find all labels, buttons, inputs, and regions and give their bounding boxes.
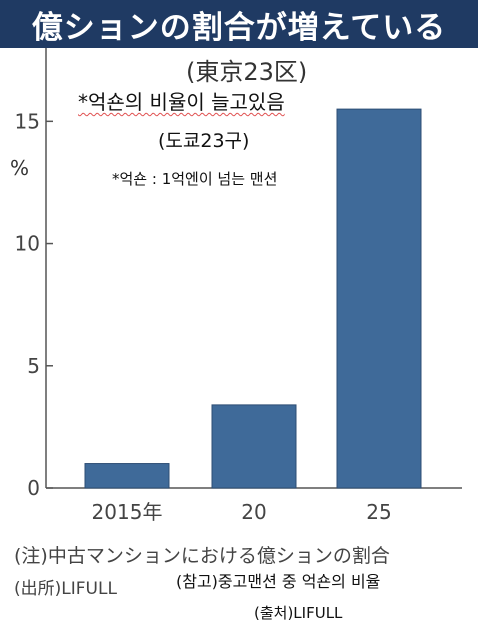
- y-tick-label: 0: [27, 476, 40, 500]
- chart-source: (出所)LIFULL: [14, 579, 117, 599]
- korean-title: *억숀의 비율이 늘고있음: [78, 90, 285, 114]
- korean-subtitle: (도쿄23구): [158, 130, 250, 152]
- korean-definition: *억숀 : 1억엔이 넘는 맨션: [112, 170, 278, 188]
- y-tick-label: 15: [15, 109, 40, 133]
- y-tick-label: 10: [15, 232, 40, 256]
- chart-subtitle: (東京23区): [186, 58, 308, 86]
- bar-1: [211, 404, 297, 489]
- bar-0: [84, 463, 170, 489]
- chart-title: 億ションの割合が増えている: [0, 0, 478, 48]
- bar-2: [336, 108, 422, 489]
- y-axis-unit: %: [10, 156, 30, 180]
- x-tick-label: 20: [241, 500, 266, 524]
- korean-source: (출처)LIFULL: [254, 604, 343, 622]
- korean-reference: (참고)중고맨션 중 억숀의 비율: [176, 572, 381, 591]
- y-tick-label: 5: [27, 354, 40, 378]
- chart-note: (注)中古マンションにおける億ションの割合: [14, 545, 390, 567]
- x-tick-label: 2015年: [92, 500, 163, 524]
- x-tick-label: 25: [366, 500, 391, 524]
